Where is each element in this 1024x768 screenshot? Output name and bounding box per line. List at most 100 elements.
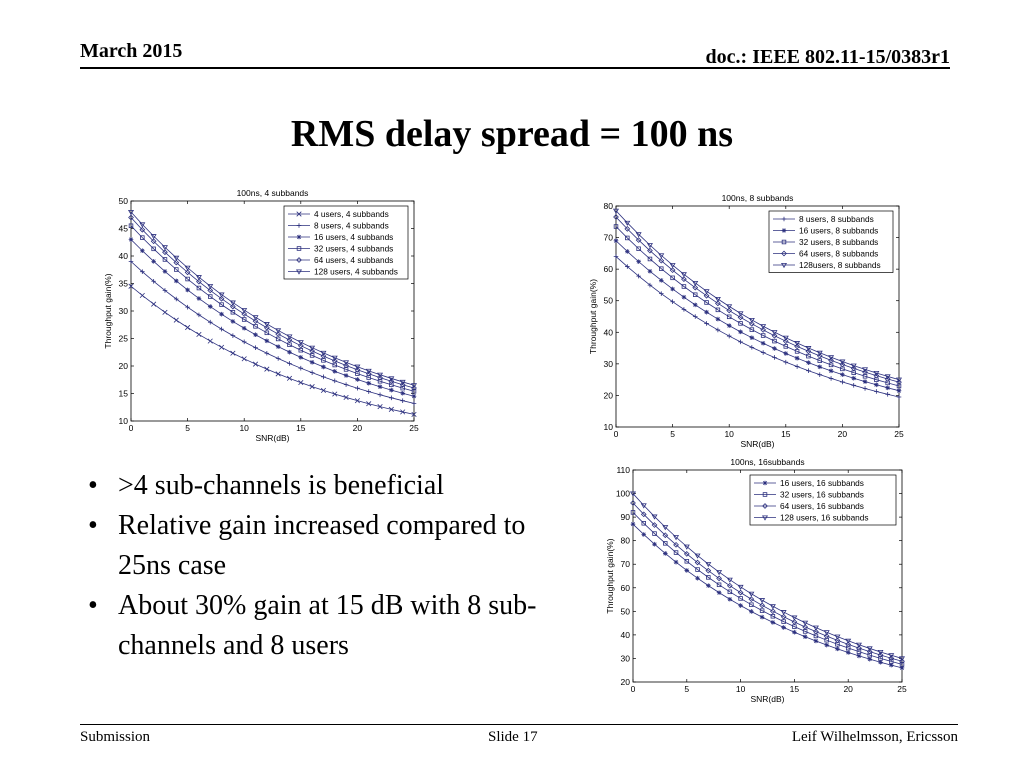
data-point — [365, 370, 372, 377]
legend-label: 16 users, 16 subbands — [780, 478, 864, 488]
data-point — [888, 655, 895, 662]
data-point — [670, 275, 675, 281]
data-point — [331, 358, 338, 364]
data-point — [781, 625, 786, 630]
data-point — [207, 304, 213, 309]
data-point — [683, 551, 690, 557]
data-point — [888, 662, 894, 668]
data-point — [706, 575, 711, 580]
data-point — [185, 304, 190, 310]
data-point — [851, 375, 857, 381]
data-point — [680, 272, 687, 278]
y-tick-label: 30 — [621, 653, 631, 663]
data-point — [813, 628, 819, 635]
data-point — [389, 395, 394, 401]
series-* — [128, 237, 417, 399]
data-point — [230, 319, 236, 324]
data-point — [899, 662, 905, 667]
data-point — [218, 295, 225, 302]
series-* — [613, 238, 902, 393]
data-point — [241, 356, 247, 362]
data-point — [856, 645, 862, 651]
data-point — [264, 330, 270, 336]
x-tick-label: 0 — [631, 684, 636, 694]
data-point — [241, 308, 248, 314]
legend-label: 16 users, 8 subbands — [799, 226, 878, 236]
y-tick-label: 50 — [604, 296, 614, 306]
legend-label: 64 users, 16 subbands — [780, 501, 864, 511]
data-point — [726, 307, 733, 314]
legend-marker — [296, 234, 302, 240]
data-point — [275, 371, 281, 377]
data-point — [834, 637, 841, 644]
y-tick-label: 10 — [119, 416, 129, 426]
data-point — [297, 340, 304, 346]
data-point — [760, 340, 766, 346]
data-point — [128, 259, 134, 264]
data-point — [388, 406, 394, 412]
data-point — [298, 380, 304, 386]
data-point — [663, 541, 668, 546]
data-point — [399, 379, 406, 386]
data-point — [219, 311, 224, 317]
data-point — [683, 544, 690, 550]
data-point — [641, 532, 647, 537]
data-point — [636, 246, 641, 251]
data-point — [241, 325, 247, 331]
x-tick-label: 10 — [736, 684, 746, 694]
y-axis-label: Throughput gain(%) — [103, 273, 113, 348]
data-point — [738, 321, 743, 326]
legend-marker — [296, 269, 302, 275]
legend-marker — [762, 515, 768, 521]
data-point — [354, 364, 361, 370]
data-point — [828, 355, 835, 361]
data-point — [850, 363, 857, 369]
data-point — [813, 638, 819, 644]
legend-marker — [762, 480, 768, 486]
data-point — [669, 263, 676, 269]
y-tick-label: 80 — [604, 201, 614, 211]
data-point — [791, 619, 798, 625]
data-point — [613, 254, 619, 259]
data-point — [309, 359, 315, 365]
data-point — [647, 268, 653, 274]
data-point — [151, 301, 157, 307]
bullet-item: >4 sub-channels is beneficial — [80, 466, 580, 506]
data-point — [888, 653, 895, 659]
data-point — [264, 366, 270, 372]
data-point — [694, 553, 701, 559]
data-point — [640, 503, 647, 509]
y-tick-label: 40 — [119, 251, 129, 261]
legend-marker — [296, 246, 302, 251]
data-point — [331, 355, 338, 361]
data-point — [845, 638, 852, 644]
data-point — [366, 380, 372, 386]
data-point — [128, 283, 134, 289]
data-point — [673, 541, 679, 548]
data-point — [840, 372, 845, 377]
footer-slide-number: Slide 17 — [488, 729, 538, 745]
data-point — [286, 334, 293, 340]
x-tick-label: 5 — [684, 684, 689, 694]
slide-title: RMS delay spread = 100 ns — [290, 113, 734, 155]
x-tick-label: 0 — [129, 423, 134, 433]
data-point — [783, 344, 789, 349]
data-point — [839, 359, 846, 365]
data-point — [343, 373, 349, 378]
data-point — [207, 319, 213, 325]
data-point — [128, 209, 134, 216]
footer-rule — [80, 724, 958, 725]
data-point — [219, 302, 224, 307]
data-point — [252, 315, 259, 321]
data-point — [253, 345, 258, 351]
data-point — [669, 267, 676, 274]
y-tick-label: 20 — [604, 390, 614, 400]
x-tick-label: 25 — [409, 423, 419, 433]
data-point — [659, 266, 664, 271]
x-tick-label: 15 — [296, 423, 306, 433]
data-point — [704, 309, 709, 315]
legend-label: 8 users, 8 subbands — [799, 214, 874, 224]
data-point — [613, 224, 619, 229]
data-point — [652, 541, 657, 547]
data-point — [794, 355, 800, 361]
